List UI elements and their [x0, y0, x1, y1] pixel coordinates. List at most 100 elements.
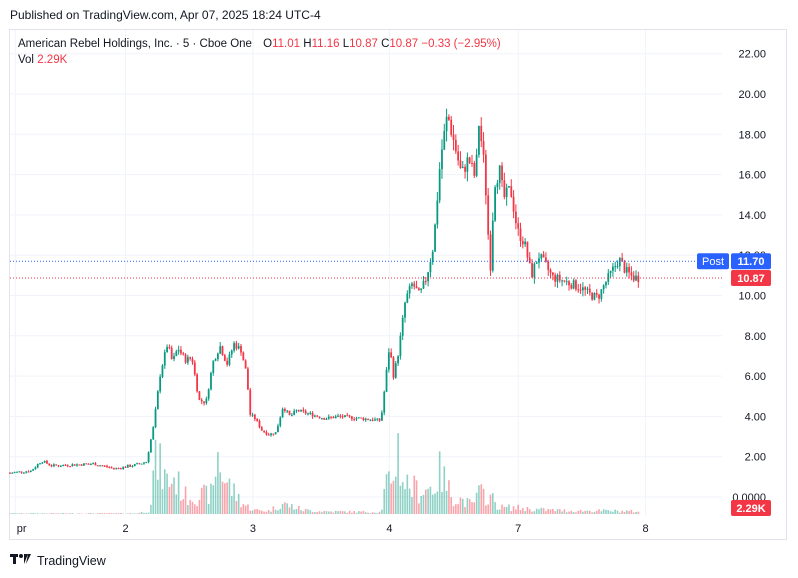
volume-bar: [274, 509, 277, 514]
volume-bar: [360, 511, 362, 514]
volume-bar: [43, 513, 46, 514]
volume-bar: [249, 510, 252, 514]
volume-bar: [561, 511, 563, 514]
volume-bar: [341, 511, 344, 514]
candle-body: [612, 266, 614, 271]
candle-body: [131, 466, 134, 468]
volume-bar: [503, 506, 506, 514]
candle-body: [494, 187, 496, 221]
candle-body: [265, 432, 268, 435]
candle-body: [150, 439, 152, 453]
candle-body: [572, 280, 575, 289]
volume-bar: [323, 511, 325, 514]
volume-bar: [485, 505, 487, 514]
candle-body: [588, 288, 591, 293]
candle-body: [27, 471, 30, 473]
volume-bar: [147, 512, 150, 514]
volume-bar: [394, 476, 397, 514]
candle-body: [200, 399, 203, 402]
volume-bar: [459, 497, 462, 514]
volume-bar: [173, 477, 175, 514]
candle-body: [357, 417, 360, 419]
candle-body: [210, 372, 212, 390]
candle-body: [219, 346, 222, 354]
volume-bar: [101, 513, 104, 514]
candle-body: [526, 241, 529, 258]
volume-bar: [217, 452, 219, 514]
candle-body: [154, 409, 157, 428]
candle-body: [138, 463, 141, 465]
volume-bar: [619, 512, 621, 514]
candle-body: [348, 415, 351, 417]
candle-body: [207, 389, 210, 399]
volume-bar: [247, 504, 249, 514]
volume-bar: [381, 509, 383, 514]
candle-body: [143, 462, 145, 464]
candle-body: [508, 186, 510, 188]
chart-frame[interactable]: [9, 29, 787, 540]
candle-body: [404, 302, 406, 318]
volume-bar: [55, 513, 57, 514]
volume-bar: [568, 511, 570, 514]
volume-bar: [466, 498, 469, 514]
volume-bar: [29, 513, 32, 514]
candle-body: [182, 353, 185, 355]
volume-bar: [224, 483, 226, 514]
volume-bar: [203, 484, 205, 514]
volume-bar: [53, 513, 55, 514]
chart-legend: American Rebel Holdings, Inc. · 5 · Cboe…: [18, 36, 501, 68]
candle-body: [69, 466, 71, 468]
candle-body: [452, 134, 455, 140]
candle-body: [203, 401, 205, 404]
candle-body: [11, 472, 14, 474]
candle-body: [233, 343, 235, 351]
volume-bar: [99, 513, 101, 514]
candle-body: [408, 286, 411, 294]
candle-body: [124, 466, 127, 468]
candle-body: [556, 274, 559, 282]
candle-body: [533, 263, 536, 278]
volume-bar: [355, 512, 358, 514]
volume-bar: [314, 512, 316, 514]
volume-bar: [478, 485, 480, 514]
volume-bar: [182, 499, 185, 514]
candle-body: [99, 465, 101, 467]
candle-body: [344, 415, 346, 418]
candle-body: [106, 465, 108, 468]
volume-bar: [113, 513, 115, 514]
volume-bar: [136, 513, 138, 514]
candle-body: [584, 287, 587, 290]
candle-body: [16, 471, 18, 473]
candle-body: [367, 418, 369, 420]
candle-body: [635, 275, 637, 281]
volume-bar: [120, 513, 122, 514]
legend-ohlc-row: American Rebel Holdings, Inc. · 5 · Cboe…: [18, 36, 501, 52]
candle-body: [417, 288, 420, 291]
candle-body: [593, 293, 596, 300]
candle-body: [189, 357, 192, 359]
candle-body: [399, 335, 402, 357]
volume-bar: [302, 511, 305, 514]
volume-bar: [194, 504, 196, 514]
volume-bar: [517, 504, 519, 514]
volume-bar: [522, 508, 524, 514]
volume-bar: [358, 511, 360, 514]
candle-body: [240, 346, 242, 353]
candle-body: [170, 347, 173, 360]
volume-bar: [413, 475, 416, 514]
volume-bar: [307, 509, 309, 514]
volume-bar: [614, 509, 617, 514]
volume-bar: [133, 513, 136, 514]
volume-bar: [579, 509, 582, 514]
volume-bar: [531, 511, 533, 514]
volume-bar: [621, 510, 623, 514]
candle-body: [159, 376, 162, 392]
candle-body: [43, 460, 46, 463]
candle-body: [330, 416, 332, 418]
volume-bar: [18, 513, 21, 514]
volume-bar: [429, 486, 432, 514]
volume-bar: [369, 513, 372, 514]
volume-bar: [191, 501, 194, 514]
candle-body: [64, 464, 67, 466]
